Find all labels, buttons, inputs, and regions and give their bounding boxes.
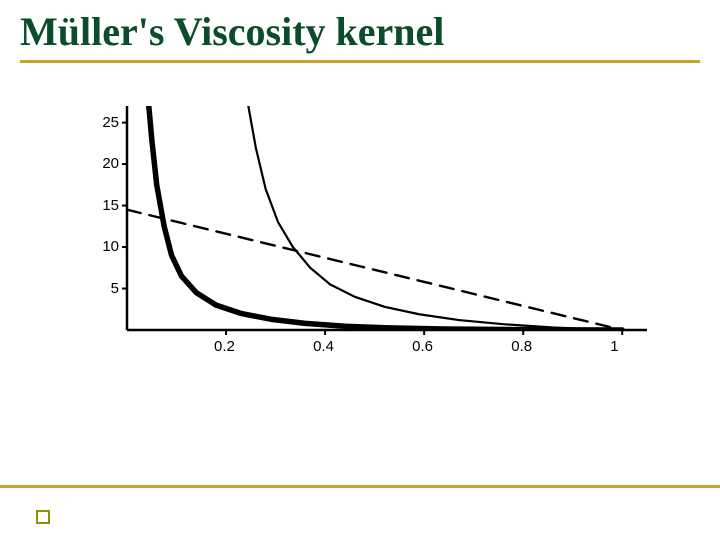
y-tick-label: 5: [91, 280, 119, 297]
page-title: Müller's Viscosity kernel: [20, 10, 700, 54]
y-tick-label: 15: [91, 197, 119, 214]
y-tick-label: 20: [91, 155, 119, 172]
footer-rule: [0, 485, 720, 488]
slide: Müller's Viscosity kernel 0.20.40.60.815…: [0, 0, 720, 540]
x-tick-label: 0.6: [412, 338, 433, 355]
chart-svg: [85, 100, 655, 360]
x-tick-label: 0.8: [511, 338, 532, 355]
x-tick-label: 1: [610, 338, 618, 355]
x-tick-label: 0.4: [313, 338, 334, 355]
title-underline: Müller's Viscosity kernel: [20, 10, 700, 63]
series-dashed-line: [127, 210, 622, 330]
y-tick-label: 10: [91, 238, 119, 255]
series-thin-curve: [248, 106, 622, 330]
series-thick-curve: [149, 106, 622, 330]
x-tick-label: 0.2: [214, 338, 235, 355]
y-tick-label: 25: [91, 114, 119, 131]
viscosity-chart: 0.20.40.60.81510152025: [85, 100, 655, 360]
footer-bullet-icon: [36, 510, 50, 524]
